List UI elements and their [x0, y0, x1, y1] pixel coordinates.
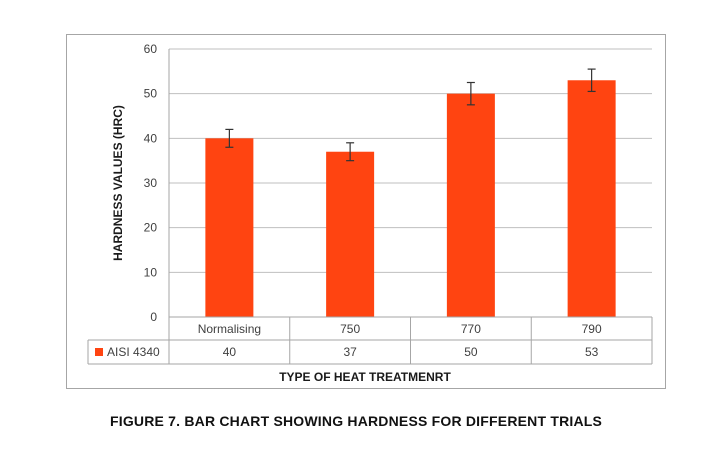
bar-750 — [326, 151, 375, 317]
x-category-label: 770 — [461, 322, 481, 336]
x-category-label: Normalising — [198, 322, 261, 336]
y-tick-label: 0 — [150, 310, 157, 324]
y-tick-label: 40 — [144, 131, 158, 145]
data-table-value: 50 — [464, 345, 478, 359]
y-tick-label: 20 — [144, 221, 158, 235]
x-category-label: 790 — [582, 322, 602, 336]
data-table-value: 37 — [343, 345, 357, 359]
figure-caption: FIGURE 7. BAR CHART SHOWING HARDNESS FOR… — [110, 413, 603, 429]
x-category-label: 750 — [340, 322, 360, 336]
bar-normalising — [205, 138, 254, 317]
y-tick-label: 50 — [144, 87, 158, 101]
y-tick-label: 60 — [144, 42, 158, 56]
legend-label: AISI 4340 — [107, 345, 160, 359]
x-axis-title: TYPE OF HEAT TREATMENRT — [279, 370, 451, 384]
data-table-value: 40 — [223, 345, 237, 359]
data-table-value: 53 — [585, 345, 599, 359]
bar-770 — [446, 93, 495, 318]
y-tick-label: 10 — [144, 265, 158, 279]
y-tick-label: 30 — [144, 176, 158, 190]
y-axis-title: HARDNESS VALUES (HRC) — [111, 105, 125, 261]
bar-790 — [567, 80, 616, 318]
legend-swatch — [95, 348, 103, 356]
